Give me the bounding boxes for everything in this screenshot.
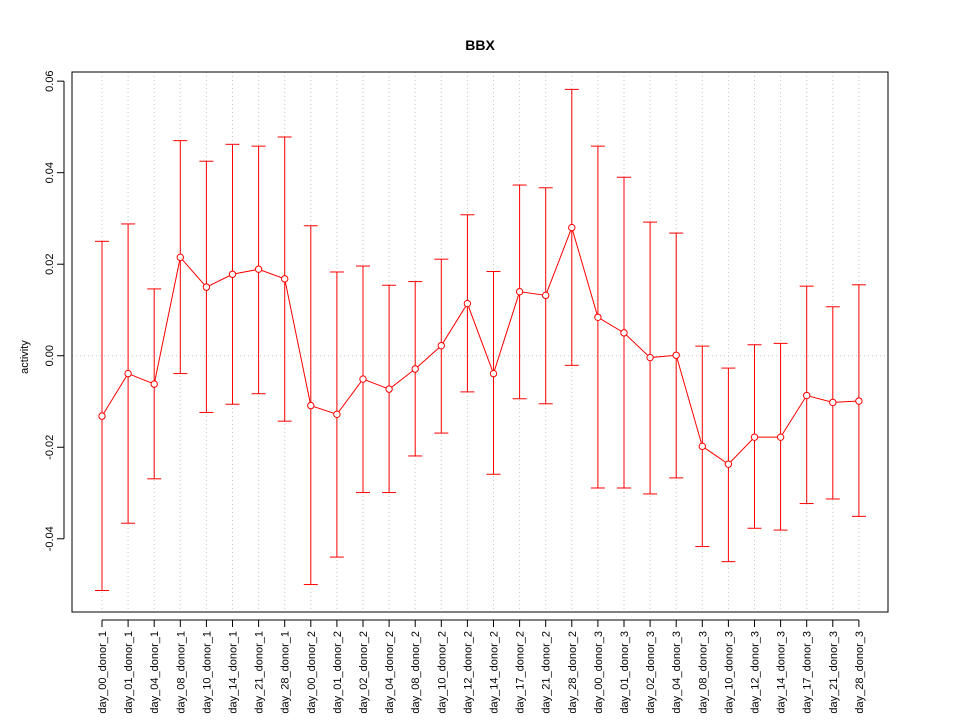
data-point (515, 287, 524, 296)
x-tick-label: day_10_donor_2 (436, 631, 448, 714)
data-point (176, 253, 185, 262)
data-point (489, 369, 498, 378)
y-axis-label: activity (19, 340, 31, 374)
data-point (98, 412, 106, 420)
x-tick-label: day_04_donor_1 (149, 631, 161, 714)
x-tick-label: day_12_donor_2 (462, 631, 474, 714)
data-point (307, 401, 315, 410)
data-point (124, 369, 132, 378)
grid-layer (72, 72, 888, 612)
x-tick-label: day_00_donor_3 (593, 631, 605, 714)
x-tick-label: day_01_donor_2 (332, 631, 344, 714)
data-point (359, 375, 367, 383)
data-point (803, 391, 811, 400)
x-tick-label: day_17_donor_3 (802, 631, 814, 714)
data-point (750, 433, 759, 441)
series-activity (95, 88, 866, 591)
x-tick-label: day_01_donor_3 (619, 631, 631, 714)
series-line (101, 226, 859, 465)
data-point (281, 275, 289, 283)
y-tick-label: 0.04 (44, 162, 56, 183)
x-tick-label: day_14_donor_3 (776, 631, 788, 714)
data-point (228, 270, 237, 278)
data-point (776, 433, 785, 441)
y-tick-label: 0.00 (44, 345, 56, 366)
data-point (855, 397, 863, 405)
data-point (411, 365, 419, 373)
data-point (542, 291, 550, 300)
x-tick-label: day_14_donor_2 (489, 631, 501, 714)
x-tick-label: day_08_donor_1 (175, 631, 187, 714)
data-point (463, 299, 472, 308)
plot-frame (71, 71, 889, 613)
x-tick-label: day_10_donor_3 (723, 631, 735, 714)
x-tick-label: day_28_donor_2 (567, 631, 579, 714)
x-tick-label: day_00_donor_1 (97, 631, 109, 714)
x-tick-label: day_01_donor_1 (123, 631, 135, 714)
data-point (829, 398, 837, 407)
y-tick-label: 0.02 (44, 253, 56, 274)
data-point (698, 442, 706, 451)
chart-title: BBX (465, 37, 495, 53)
data-point (594, 313, 602, 321)
data-point (385, 385, 393, 393)
y-axis: -0.04 -0.02 0.00 0.02 0.04 0.06 (44, 70, 65, 551)
data-point (254, 265, 263, 273)
x-tick-label: day_00_donor_2 (306, 631, 318, 714)
y-tick-label: 0.06 (44, 70, 56, 91)
x-tick-label: day_14_donor_1 (228, 631, 240, 714)
x-tick-label: day_21_donor_3 (828, 631, 840, 714)
x-tick-label: day_10_donor_1 (201, 631, 213, 714)
data-point (620, 329, 628, 337)
data-point (150, 380, 158, 388)
x-tick-label: day_04_donor_2 (384, 631, 396, 714)
data-point (568, 223, 576, 232)
data-point (437, 341, 445, 350)
x-tick-label: day_28_donor_3 (854, 631, 866, 714)
x-tick-label: day_28_donor_1 (280, 631, 292, 714)
x-tick-label: day_02_donor_2 (358, 631, 370, 714)
x-tick-label: day_21_donor_2 (541, 631, 553, 714)
x-tick-label: day_17_donor_2 (515, 631, 527, 714)
data-point (646, 353, 654, 362)
y-tick-label: -0.02 (44, 435, 56, 460)
data-point (333, 410, 341, 419)
data-point (672, 351, 680, 359)
x-tick-label: day_02_donor_3 (645, 631, 657, 714)
x-tick-label: day_08_donor_2 (410, 631, 422, 714)
data-point (202, 283, 211, 291)
x-tick-label: day_04_donor_3 (671, 631, 683, 714)
x-tick-label: day_21_donor_1 (254, 631, 266, 714)
y-tick-label: -0.04 (44, 526, 56, 551)
x-axis: day_00_donor_1 day_01_donor_1 day_04_donor… (97, 619, 866, 714)
x-tick-label: day_08_donor_3 (697, 631, 709, 714)
x-tick-label: day_12_donor_3 (750, 631, 762, 714)
data-point (724, 460, 733, 468)
